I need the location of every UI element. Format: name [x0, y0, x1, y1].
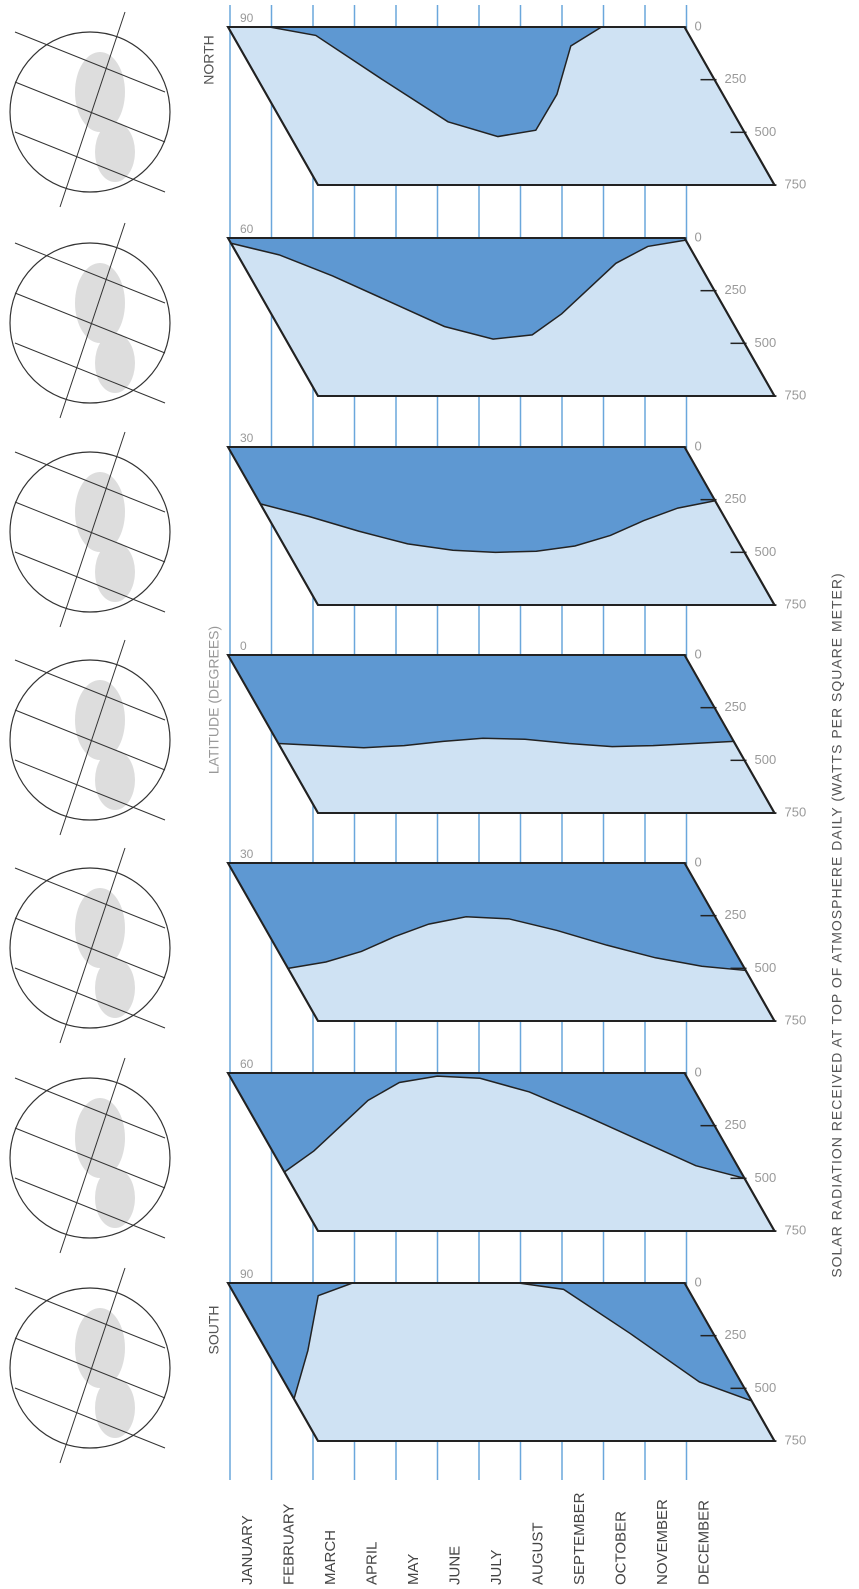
- y-tick-label: 750: [785, 1012, 807, 1027]
- y-tick-label: 750: [785, 596, 807, 611]
- y-tick-label: 0: [695, 229, 702, 244]
- landmass: [75, 888, 125, 968]
- y-tick-label: 250: [725, 282, 747, 297]
- latitude-label: 90: [240, 11, 254, 25]
- y-tick-label: 500: [755, 335, 777, 350]
- landmass: [95, 542, 135, 602]
- x-tick-label: DECEMBER: [695, 1500, 712, 1585]
- y-tick-label: 0: [695, 438, 702, 453]
- y-tick-label: 250: [725, 699, 747, 714]
- y-tick-label: 750: [785, 176, 807, 191]
- y-tick-label: 0: [695, 854, 702, 869]
- latitude-label: 30: [240, 847, 254, 861]
- x-tick-label: APRIL: [363, 1542, 380, 1585]
- y-tick-label: 500: [755, 544, 777, 559]
- latitude-label: 60: [240, 1057, 254, 1071]
- x-tick-label: JANUARY: [239, 1515, 256, 1585]
- y-tick-label: 500: [755, 960, 777, 975]
- y-tick-label: 500: [755, 752, 777, 767]
- landmass: [95, 1378, 135, 1438]
- y-tick-label: 750: [785, 1432, 807, 1447]
- x-tick-label: FEBRUARY: [280, 1504, 297, 1585]
- x-tick-label: OCTOBER: [612, 1511, 629, 1585]
- latitude-label: 90: [240, 1267, 254, 1281]
- panels: 90 0 250 500 750 60 0 250 500 750 30 0 250 500 750 0 0 25…: [228, 11, 806, 1447]
- y-tick-label: 750: [785, 1222, 807, 1237]
- value-axis-title: SOLAR RADIATION RECEIVED AT TOP OF ATMOS…: [829, 572, 845, 1277]
- y-tick-label: 500: [755, 1380, 777, 1395]
- landmass: [75, 263, 125, 343]
- landmass: [95, 333, 135, 393]
- chart: JANUARY FEBRUARY MARCH APRIL MAY JUNE JULY AUGU…: [0, 0, 859, 1589]
- y-tick-label: 500: [755, 124, 777, 139]
- landmass: [75, 1308, 125, 1388]
- latitude-label: 0: [240, 639, 247, 653]
- y-tick-label: 750: [785, 804, 807, 819]
- landmass: [95, 750, 135, 810]
- globes: [10, 12, 170, 1463]
- latitude-axis-title: LATITUDE (DEGREES): [206, 626, 222, 774]
- landmass: [75, 1098, 125, 1178]
- landmass: [95, 122, 135, 182]
- y-tick-label: 0: [695, 1064, 702, 1079]
- y-tick-label: 250: [725, 491, 747, 506]
- x-tick-label: JUNE: [446, 1546, 463, 1585]
- x-tick-label: AUGUST: [529, 1522, 546, 1585]
- x-tick-label: SEPTEMBER: [571, 1492, 588, 1585]
- dark-area: [228, 655, 734, 748]
- x-tick-label: JULY: [488, 1549, 505, 1585]
- y-tick-label: 0: [695, 18, 702, 33]
- y-tick-label: 0: [695, 646, 702, 661]
- y-tick-label: 250: [725, 1117, 747, 1132]
- x-tick-label: NOVEMBER: [654, 1499, 671, 1585]
- latitude-label: 60: [240, 222, 254, 236]
- y-tick-label: 500: [755, 1170, 777, 1185]
- y-tick-label: 250: [725, 1327, 747, 1342]
- south-label: SOUTH: [206, 1306, 222, 1355]
- y-tick-label: 750: [785, 387, 807, 402]
- landmass: [75, 680, 125, 760]
- y-tick-label: 250: [725, 907, 747, 922]
- landmass: [95, 1168, 135, 1228]
- landmass: [75, 52, 125, 132]
- y-tick-label: 0: [695, 1274, 702, 1289]
- x-tick-label: MAY: [405, 1554, 422, 1585]
- landmass: [75, 472, 125, 552]
- y-tick-label: 250: [725, 71, 747, 86]
- landmass: [95, 958, 135, 1018]
- x-tick-label: MARCH: [322, 1530, 339, 1585]
- north-label: NORTH: [201, 35, 217, 85]
- latitude-label: 30: [240, 431, 254, 445]
